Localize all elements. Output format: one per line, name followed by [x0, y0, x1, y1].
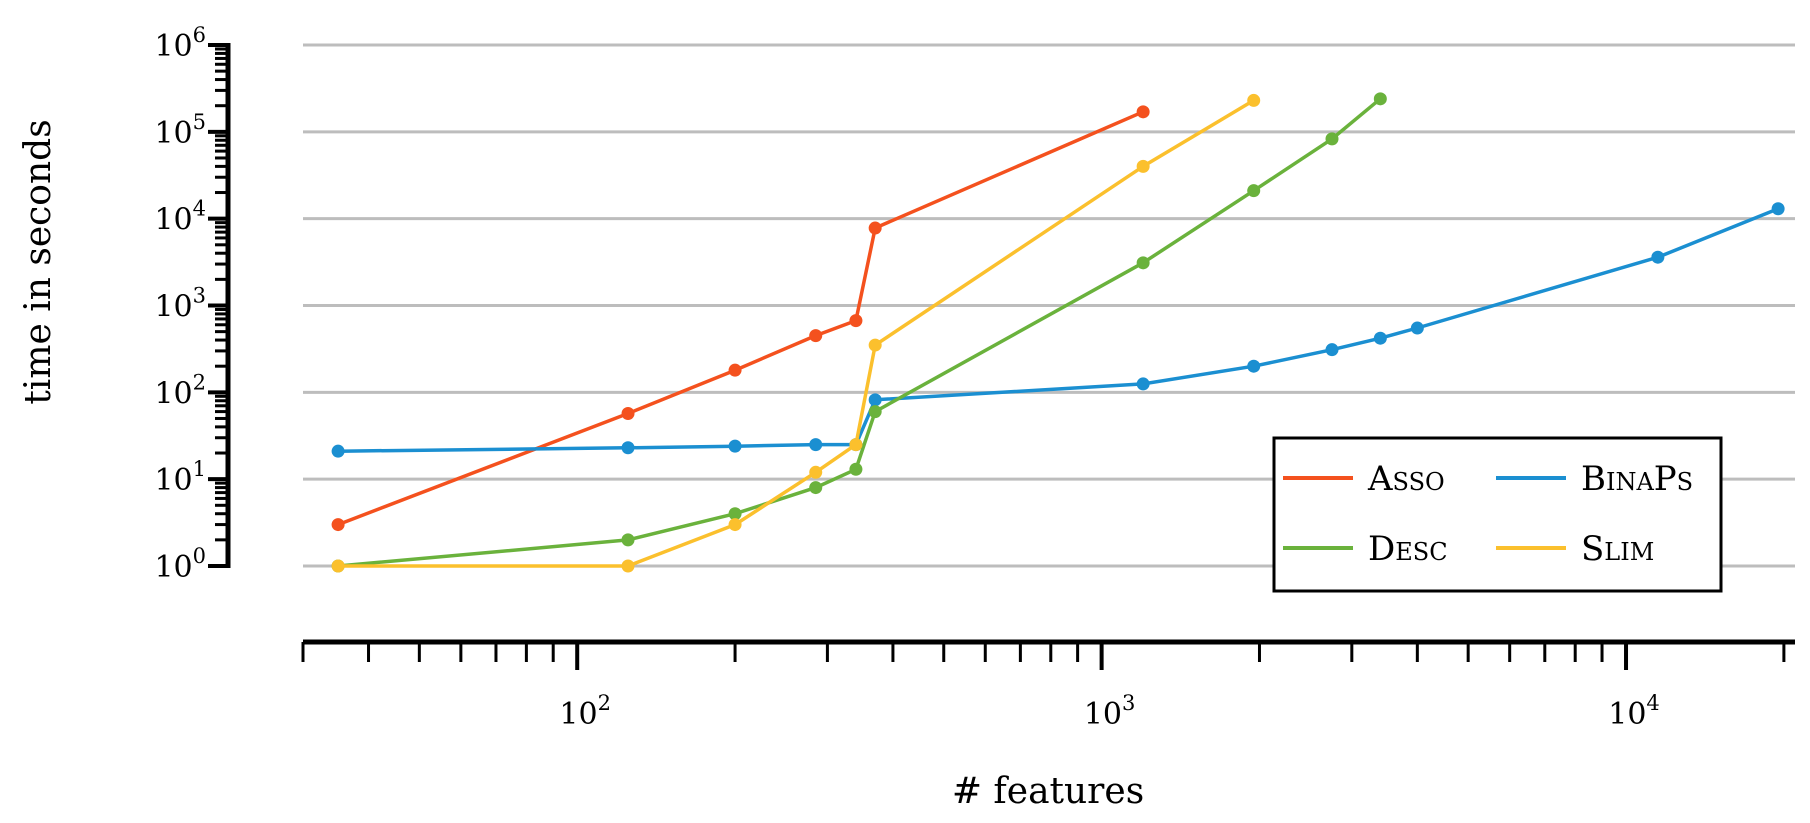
- x-tick-label: 103: [1084, 691, 1136, 732]
- data-point-slim: [728, 518, 742, 532]
- data-point-desc: [849, 462, 863, 476]
- data-point-slim: [1136, 159, 1150, 173]
- data-point-asso: [1136, 105, 1150, 119]
- legend-label-slim: Slim: [1581, 529, 1654, 569]
- y-tick-label: 100: [154, 544, 206, 585]
- series-slim: [331, 93, 1261, 573]
- data-point-binaps: [868, 393, 882, 407]
- data-point-binaps: [1651, 250, 1665, 264]
- legend-label-desc: Desc: [1368, 529, 1448, 569]
- series-binaps: [331, 202, 1785, 458]
- data-point-binaps: [1136, 377, 1150, 391]
- data-point-binaps: [1410, 321, 1424, 335]
- y-tick-label: 102: [154, 370, 206, 411]
- y-tick-label: 106: [154, 23, 206, 64]
- series-line-slim: [338, 98, 1255, 568]
- series-desc: [331, 92, 1387, 573]
- data-point-binaps: [1373, 331, 1387, 345]
- series-line-desc: [337, 97, 1382, 568]
- data-point-asso: [728, 363, 742, 377]
- y-tick-label: 105: [154, 110, 206, 151]
- data-point-slim: [868, 338, 882, 352]
- data-point-desc: [868, 405, 882, 419]
- data-point-desc: [621, 533, 635, 547]
- data-point-asso: [809, 329, 823, 343]
- x-axis-title: # features: [952, 771, 1144, 812]
- y-axis: 100 101 102 103 104 105 106: [154, 23, 231, 585]
- data-point-asso: [868, 221, 882, 235]
- data-point-desc: [728, 507, 742, 521]
- legend-label-asso: Asso: [1367, 459, 1445, 499]
- data-point-slim: [849, 438, 863, 452]
- data-point-binaps: [809, 438, 823, 452]
- series: [331, 92, 1785, 573]
- data-point-binaps: [1325, 343, 1339, 357]
- data-point-binaps: [621, 441, 635, 455]
- data-point-slim: [1247, 93, 1261, 107]
- data-point-slim: [621, 559, 635, 573]
- data-point-desc: [1247, 184, 1261, 198]
- data-point-desc: [1373, 92, 1387, 106]
- legend-box: [1272, 436, 1723, 593]
- data-point-desc: [1325, 132, 1339, 146]
- y-tick-label: 101: [154, 457, 206, 498]
- series-line-asso: [337, 110, 1144, 527]
- series-asso: [331, 105, 1150, 532]
- y-tick-label: 103: [154, 284, 206, 325]
- data-point-binaps: [1771, 202, 1785, 216]
- x-tick-label: 104: [1608, 691, 1660, 732]
- grid-lines: [303, 43, 1795, 568]
- data-point-binaps: [331, 444, 345, 458]
- data-point-slim: [809, 465, 823, 479]
- legend: Asso BinaPs Desc Slim: [1272, 436, 1723, 593]
- data-point-slim: [331, 559, 345, 573]
- data-point-desc: [809, 481, 823, 495]
- data-point-asso: [331, 518, 345, 532]
- x-axis: 102 103 104: [301, 639, 1795, 732]
- data-point-desc: [1136, 256, 1150, 270]
- y-tick-label: 104: [154, 197, 206, 238]
- data-point-asso: [621, 407, 635, 421]
- legend-label-binaps: BinaPs: [1581, 459, 1693, 499]
- data-point-asso: [849, 314, 863, 328]
- series-line-binaps: [338, 207, 1779, 453]
- data-point-binaps: [1247, 359, 1261, 373]
- data-point-binaps: [728, 439, 742, 453]
- x-tick-label: 102: [559, 691, 611, 732]
- y-axis-title: time in seconds: [18, 119, 59, 404]
